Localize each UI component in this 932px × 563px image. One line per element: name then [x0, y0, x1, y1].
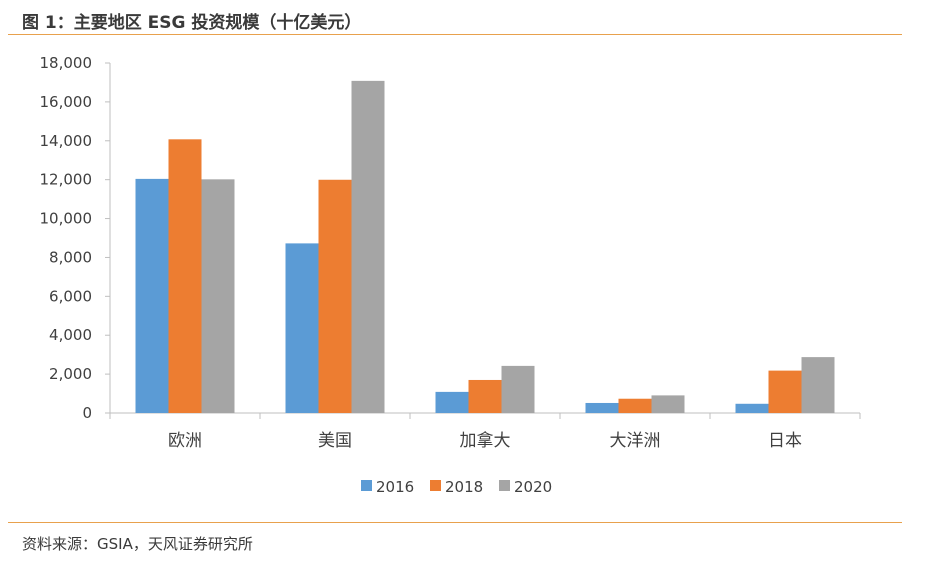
y-tick-label: 18,000 [40, 54, 93, 72]
bar-2020 [351, 80, 385, 413]
legend-label-2018: 2018 [445, 478, 483, 496]
bar-2020 [801, 357, 835, 413]
legend-label-2020: 2020 [514, 478, 552, 496]
header-divider [8, 34, 902, 35]
y-tick-label: 10,000 [40, 210, 93, 228]
y-tick-label: 4,000 [49, 326, 92, 344]
bar-2018 [468, 379, 502, 413]
bar-2016 [585, 402, 619, 413]
x-category-label: 美国 [318, 431, 352, 451]
bar-2016 [735, 403, 769, 413]
bar-2018 [168, 139, 202, 413]
bar-2020 [201, 179, 235, 413]
x-category-label: 大洋洲 [610, 431, 661, 451]
y-tick-label: 0 [82, 404, 92, 422]
x-category-label: 欧洲 [168, 431, 202, 451]
legend-swatch-2020 [499, 480, 510, 491]
x-category-label: 日本 [768, 431, 802, 451]
y-tick-label: 6,000 [49, 287, 92, 305]
y-tick-label: 14,000 [40, 132, 93, 150]
footer-divider [8, 522, 902, 523]
figure-title: 图 1：主要地区 ESG 投资规模（十亿美元） [22, 13, 362, 33]
legend-swatch-2016 [361, 480, 372, 491]
bar-2018 [618, 398, 652, 413]
bar-2016 [435, 391, 469, 413]
y-tick-label: 8,000 [49, 248, 92, 266]
y-tick-label: 12,000 [40, 171, 93, 189]
legend-swatch-2018 [430, 480, 441, 491]
bar-2020 [651, 395, 685, 413]
bar-2016 [285, 243, 319, 413]
x-category-label: 加拿大 [460, 430, 511, 451]
source-note: 资料来源：GSIA，天风证券研究所 [22, 535, 253, 553]
y-tick-label: 2,000 [49, 365, 92, 383]
bar-2018 [318, 179, 352, 413]
bar-2016 [135, 178, 169, 413]
bar-2018 [768, 370, 802, 413]
legend-label-2016: 2016 [376, 478, 414, 496]
bar-2020 [501, 365, 535, 413]
y-tick-label: 16,000 [40, 93, 93, 111]
